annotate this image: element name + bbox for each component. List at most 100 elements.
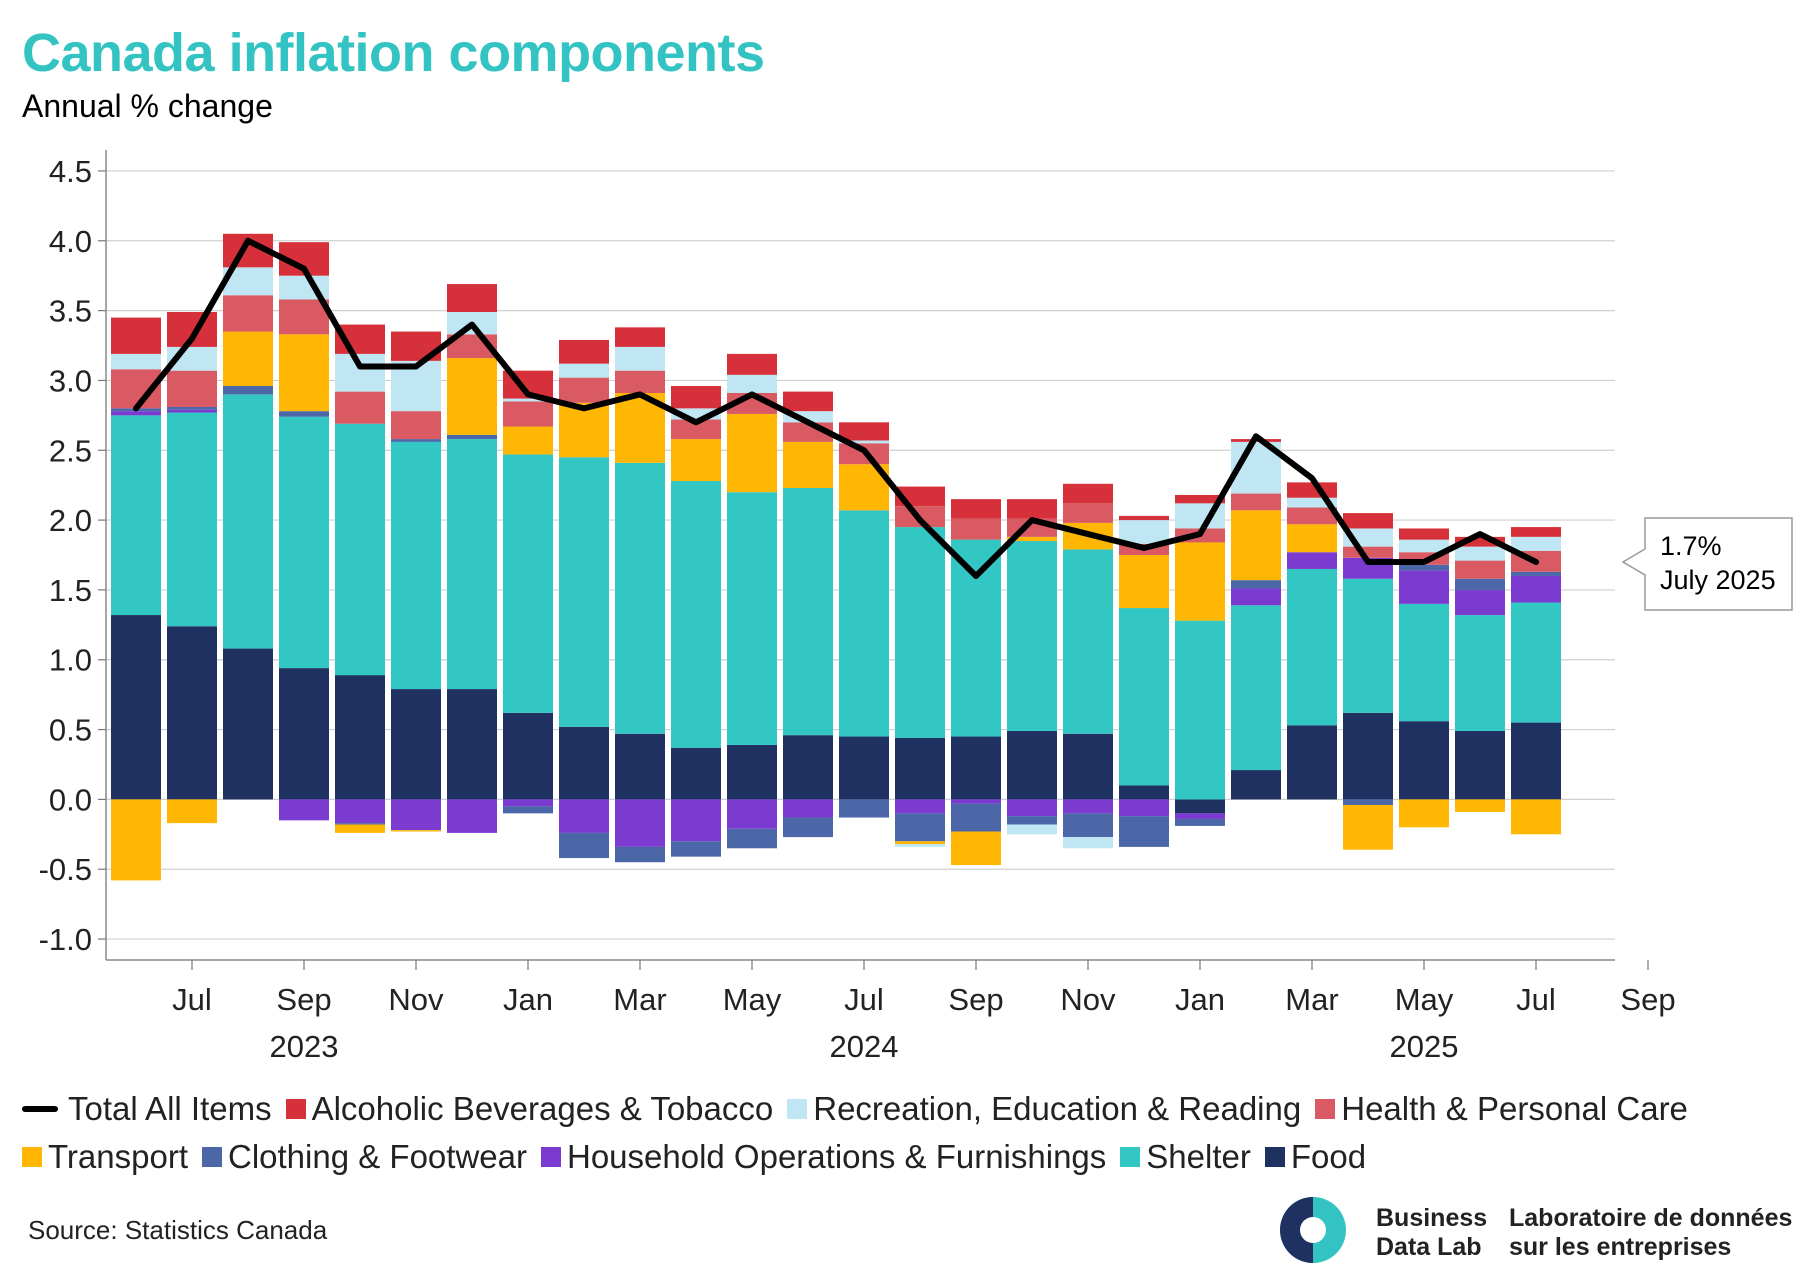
bar-household-operations-furnishings bbox=[1399, 570, 1449, 604]
bar-food bbox=[1455, 730, 1505, 800]
bar-food bbox=[615, 733, 665, 800]
bar-food bbox=[1399, 721, 1449, 800]
bar-shelter bbox=[335, 423, 385, 676]
x-tick-label: Jul bbox=[172, 982, 212, 1017]
legend-label: Health & Personal Care bbox=[1341, 1090, 1688, 1127]
bar-clothing-footwear bbox=[447, 434, 497, 440]
bar-shelter bbox=[895, 527, 945, 738]
bar-household-operations-furnishings bbox=[671, 799, 721, 842]
bar-shelter bbox=[951, 539, 1001, 737]
bar-health-personal-care bbox=[1063, 503, 1113, 523]
bar-alcoholic-beverages-tobacco bbox=[615, 327, 665, 347]
bar-recreation-education-reading bbox=[1119, 520, 1169, 544]
bar-transport bbox=[727, 413, 777, 493]
y-tick-label: 4.0 bbox=[49, 224, 92, 259]
bar-shelter bbox=[1175, 620, 1225, 800]
bar-shelter bbox=[559, 457, 609, 727]
bar-clothing-footwear bbox=[895, 813, 945, 842]
bar-food bbox=[167, 626, 217, 800]
x-tick-label: Mar bbox=[1285, 982, 1338, 1017]
bar-recreation-education-reading bbox=[1455, 546, 1505, 561]
bar-recreation-education-reading bbox=[1399, 539, 1449, 553]
legend-label: Recreation, Education & Reading bbox=[813, 1090, 1302, 1127]
bar-clothing-footwear bbox=[1007, 816, 1057, 825]
bar-household-operations-furnishings bbox=[111, 411, 161, 416]
bar-food bbox=[391, 689, 441, 800]
bar-clothing-footwear bbox=[391, 439, 441, 442]
bar-clothing-footwear bbox=[1343, 799, 1393, 805]
bar-alcoholic-beverages-tobacco bbox=[1343, 513, 1393, 529]
bar-food bbox=[951, 736, 1001, 800]
bar-shelter bbox=[727, 492, 777, 745]
y-tick-label: 0.5 bbox=[49, 713, 92, 748]
bar-clothing-footwear bbox=[951, 803, 1001, 832]
y-tick-label: 3.0 bbox=[49, 363, 92, 398]
y-tick-label: 3.5 bbox=[49, 294, 92, 329]
bar-health-personal-care bbox=[615, 370, 665, 393]
y-tick-label: 4.5 bbox=[49, 154, 92, 189]
legend-item-health-personal-care: Health & Personal Care bbox=[1315, 1090, 1688, 1128]
bar-transport bbox=[503, 426, 553, 455]
x-tick-label: Jan bbox=[503, 982, 553, 1017]
bar-clothing-footwear bbox=[839, 799, 889, 818]
bar-clothing-footwear bbox=[1399, 564, 1449, 571]
legend-item-transport: Transport bbox=[22, 1138, 188, 1176]
bar-health-personal-care bbox=[951, 518, 1001, 540]
bar-shelter bbox=[1063, 549, 1113, 734]
bar-transport bbox=[951, 831, 1001, 866]
brand-fr-line2: sur les entreprises bbox=[1509, 1233, 1732, 1261]
bar-food bbox=[1119, 785, 1169, 800]
bar-transport bbox=[391, 830, 441, 832]
bar-clothing-footwear bbox=[279, 411, 329, 417]
bar-transport bbox=[671, 439, 721, 481]
bar-household-operations-furnishings bbox=[1007, 799, 1057, 817]
bar-health-personal-care bbox=[279, 299, 329, 335]
x-tick-label: Sep bbox=[948, 982, 1003, 1017]
bar-alcoholic-beverages-tobacco bbox=[447, 284, 497, 312]
y-tick-label: 2.5 bbox=[49, 433, 92, 468]
chart-title: Canada inflation components bbox=[22, 23, 765, 83]
bar-household-operations-furnishings bbox=[1231, 588, 1281, 606]
bar-clothing-footwear bbox=[1231, 580, 1281, 589]
bar-shelter bbox=[111, 415, 161, 616]
bar-health-personal-care bbox=[1343, 546, 1393, 558]
annotation-date: July 2025 bbox=[1660, 565, 1776, 595]
bar-shelter bbox=[503, 454, 553, 713]
bar-clothing-footwear bbox=[503, 806, 553, 814]
x-tick-label: Nov bbox=[388, 982, 444, 1017]
bar-recreation-education-reading bbox=[559, 363, 609, 378]
bar-household-operations-furnishings bbox=[447, 799, 497, 833]
legend-item-recreation-education-reading: Recreation, Education & Reading bbox=[787, 1090, 1301, 1128]
bar-recreation-education-reading bbox=[727, 374, 777, 393]
annotation-value: 1.7% bbox=[1660, 531, 1722, 561]
bar-food bbox=[1287, 725, 1337, 800]
bar-household-operations-furnishings bbox=[335, 799, 385, 824]
bar-recreation-education-reading bbox=[1063, 837, 1113, 849]
legend-swatch bbox=[1315, 1099, 1336, 1119]
inflation-chart: 4.5 4.0 3.5 3.0 2.5 2.0 1.5 1.0 0.5 0.0 -0.5 -1.0 Ju… bbox=[39, 150, 1793, 1064]
bar-household-operations-furnishings bbox=[391, 799, 441, 831]
bar-shelter bbox=[391, 441, 441, 690]
bar-clothing-footwear bbox=[1511, 571, 1561, 576]
x-year-label: 2023 bbox=[270, 1029, 339, 1064]
bar-alcoholic-beverages-tobacco bbox=[1063, 483, 1113, 504]
bar-health-personal-care bbox=[559, 377, 609, 403]
legend-label: Food bbox=[1290, 1138, 1367, 1175]
bar-food bbox=[839, 736, 889, 800]
bar-household-operations-furnishings bbox=[167, 409, 217, 413]
bar-food bbox=[503, 712, 553, 800]
bar-alcoholic-beverages-tobacco bbox=[783, 391, 833, 412]
bar-transport bbox=[1231, 510, 1281, 581]
bar-clothing-footwear bbox=[1119, 816, 1169, 847]
bar-shelter bbox=[1455, 615, 1505, 731]
bar-food bbox=[783, 735, 833, 800]
bar-clothing-footwear bbox=[223, 386, 273, 395]
legend-item-alcoholic-beverages-tobacco: Alcoholic Beverages & Tobacco bbox=[285, 1090, 773, 1128]
legend-item-shelter: Shelter bbox=[1120, 1138, 1251, 1176]
bar-alcoholic-beverages-tobacco bbox=[1511, 527, 1561, 537]
bar-transport bbox=[1007, 536, 1057, 542]
bar-transport bbox=[223, 331, 273, 387]
y-tick-label: 2.0 bbox=[49, 503, 92, 538]
legend-label: Household Operations & Furnishings bbox=[566, 1138, 1107, 1175]
bar-alcoholic-beverages-tobacco bbox=[1175, 494, 1225, 504]
